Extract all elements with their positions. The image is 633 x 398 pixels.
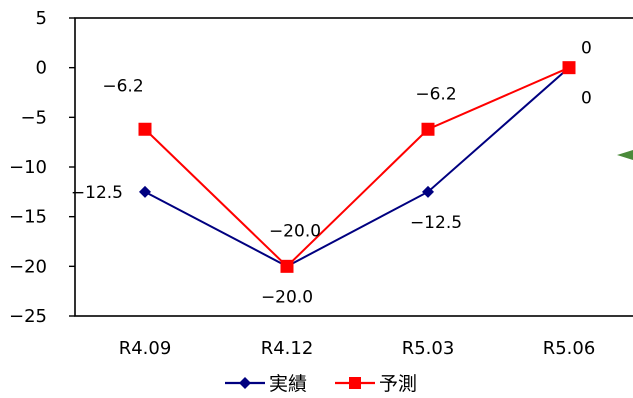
legend-marker-square	[349, 377, 361, 389]
x-tick-label: R4.12	[261, 338, 314, 359]
data-label: −6.2	[415, 84, 456, 104]
data-point	[562, 61, 576, 75]
x-tick-label: R5.03	[402, 338, 455, 359]
series-layer	[138, 61, 576, 273]
plot-frame	[74, 17, 633, 317]
data-label: −6.2	[102, 76, 143, 96]
decorative-arrow-fragment	[617, 150, 633, 160]
x-tick-label: R5.06	[543, 338, 596, 359]
data-point	[139, 185, 151, 198]
legend: 実績 予測	[225, 373, 417, 395]
data-label: 0	[581, 89, 592, 109]
data-point	[138, 122, 152, 136]
data-label: 0	[581, 39, 592, 59]
y-axis-ticks: 5 0 −5 −10 −15 −20 −25	[9, 8, 75, 327]
data-point	[421, 122, 435, 136]
x-tick-label: R4.09	[119, 338, 172, 359]
x-axis-ticks: R4.09 R4.12 R5.03 R5.06	[119, 338, 596, 359]
data-point	[422, 185, 434, 198]
y-tick-label: 0	[36, 58, 47, 79]
data-labels: −12.5 −20.0 −12.5 0 −6.2 −20.0 −6.2 0	[71, 39, 592, 308]
y-tick-label: −25	[9, 306, 47, 327]
legend-label: 実績	[269, 373, 307, 395]
data-label: −12.5	[71, 183, 123, 203]
series-line-実績	[144, 66, 570, 268]
y-tick-label: −5	[20, 107, 47, 128]
legend-label: 予測	[379, 373, 417, 395]
y-tick-label: 5	[36, 8, 47, 29]
data-label: −12.5	[410, 213, 462, 233]
y-tick-label: −20	[9, 256, 47, 277]
y-tick-label: −10	[9, 157, 47, 178]
plot-area	[74, 17, 633, 317]
data-label: −20.0	[269, 221, 321, 241]
y-tick-label: −15	[9, 207, 47, 228]
data-point	[280, 259, 294, 273]
data-label: −20.0	[261, 287, 313, 307]
legend-marker-diamond	[239, 377, 251, 389]
series-line-予測	[144, 66, 570, 268]
